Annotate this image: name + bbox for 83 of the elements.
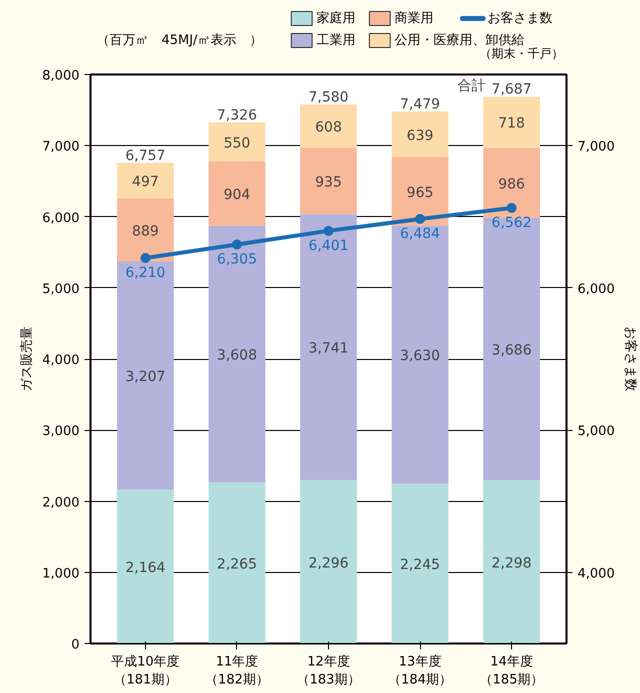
text: （期末・千戸） — [480, 46, 564, 60]
legend-label: お客さま数 — [488, 10, 553, 26]
total-label: 7,326 — [216, 107, 258, 124]
y2-tick-label: 4,000 — [578, 566, 615, 582]
point — [324, 226, 334, 236]
data-label: 889 — [132, 223, 159, 240]
data-label: 3,686 — [492, 342, 532, 358]
data-label: 6,210 — [125, 265, 166, 282]
data-label: 986 — [498, 176, 526, 192]
data-label: 2,164 — [125, 560, 166, 576]
x-tick-label: 12年度（183期） — [296, 654, 360, 688]
y-tick-label: 3,000 — [42, 424, 80, 440]
y2-axis-title: お客さま数 — [622, 326, 639, 392]
y-tick-label: 5,000 — [42, 282, 80, 297]
data-label: 639 — [406, 128, 434, 144]
chart-subtitle: （百万㎥ 45MJ/㎥表示 ） — [96, 33, 262, 48]
data-label: 935 — [315, 174, 342, 190]
legend-label: 工業用 — [316, 33, 356, 48]
y-tick-label: 2,000 — [42, 495, 80, 510]
data-label: 550 — [224, 135, 250, 152]
bar — [392, 157, 448, 226]
y-tick-label: 8,000 — [42, 68, 80, 84]
y-tick-label: 0 — [71, 638, 80, 652]
bar — [208, 226, 266, 482]
bar — [117, 162, 174, 198]
data-label: 2,298 — [492, 555, 532, 572]
data-label: 3,630 — [400, 348, 440, 364]
data-label: 2,296 — [308, 555, 349, 572]
y2-tick-label: 5,000 — [578, 424, 615, 440]
bar — [208, 161, 266, 226]
total-label: 6,757 — [125, 148, 166, 164]
total-label: 7,687 — [492, 82, 532, 98]
x-tick-label: 14年度（185期） — [480, 654, 544, 688]
y-tick-label: 4,000 — [42, 353, 80, 368]
bar — [392, 226, 448, 484]
y-tick-label: 7,000 — [42, 140, 80, 155]
data-label: 608 — [315, 119, 342, 136]
bar — [300, 214, 357, 480]
data-label: 6,484 — [400, 226, 440, 242]
bar — [117, 490, 174, 644]
bar — [300, 480, 357, 644]
data-label: 2,265 — [216, 556, 258, 572]
point — [232, 240, 242, 250]
legend-label: 商業用 — [394, 11, 434, 26]
bar — [300, 104, 357, 148]
y-tick-label: 6,000 — [42, 210, 80, 226]
y2-tick-label: 7,000 — [578, 140, 615, 155]
legend-label: 家庭用 — [316, 10, 356, 26]
bar — [117, 261, 174, 490]
bar — [208, 482, 266, 644]
data-label: 3,207 — [125, 369, 166, 386]
total-label: 7,580 — [308, 89, 349, 106]
total-label: 7,479 — [400, 96, 440, 113]
data-label: 6,305 — [216, 251, 258, 268]
data-label: 6,562 — [492, 214, 532, 231]
data-label: 3,608 — [216, 348, 258, 364]
point — [506, 202, 517, 213]
data-label: 965 — [406, 184, 434, 201]
data-label: 6,401 — [308, 238, 349, 254]
y-tick-label: 1,000 — [42, 566, 80, 582]
annotation: 合計 — [458, 78, 486, 94]
data-label: 2,245 — [400, 557, 440, 574]
y2-tick-label: 6,000 — [578, 282, 615, 297]
data-label: 718 — [498, 116, 525, 132]
bar — [392, 484, 448, 644]
x-tick-label: 13年度（184期） — [388, 654, 452, 688]
y-axis-title: ガス販売量 — [19, 326, 34, 392]
x-tick-label: 11年度（182期） — [205, 654, 269, 688]
data-label: 904 — [224, 187, 250, 204]
x-tick-label: 平成10年度（181期） — [111, 654, 180, 688]
bar — [483, 480, 540, 644]
data-label: 497 — [132, 174, 159, 190]
bar — [483, 96, 540, 148]
bar — [392, 112, 448, 158]
bar — [117, 198, 174, 262]
bar — [483, 148, 540, 218]
bar — [300, 148, 357, 214]
point — [415, 214, 426, 224]
legend-label: 公用・医療用、卸供給 — [394, 33, 525, 48]
data-label: 3,741 — [308, 340, 349, 357]
bar — [483, 218, 540, 480]
point — [140, 253, 150, 263]
bar — [208, 122, 266, 162]
